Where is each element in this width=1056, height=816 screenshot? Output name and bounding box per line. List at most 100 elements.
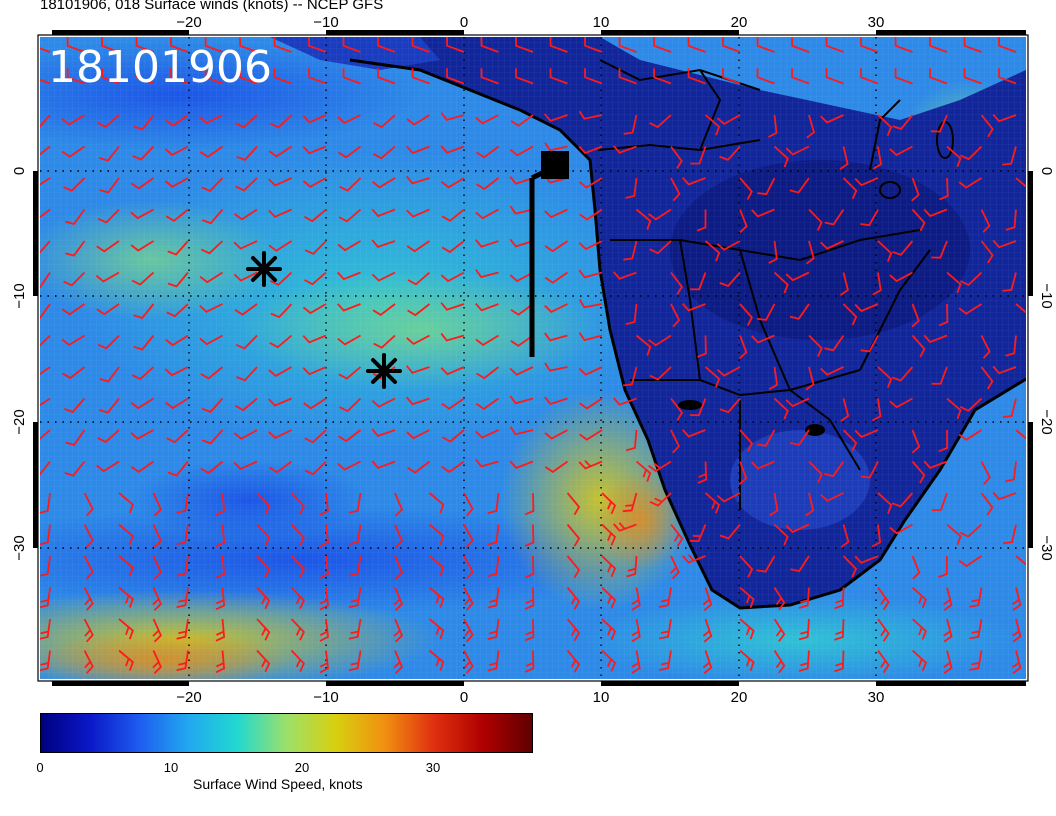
wind-barb <box>911 586 927 609</box>
wind-barb <box>544 142 568 152</box>
wind-barb <box>61 145 86 158</box>
wind-barb <box>618 37 637 53</box>
wind-barb <box>1011 650 1022 674</box>
wind-barb <box>773 523 789 546</box>
wind-barb <box>170 68 189 85</box>
wind-barb <box>785 271 810 282</box>
wind-barb <box>510 334 534 347</box>
wind-barb <box>510 303 534 316</box>
wind-barb <box>199 334 223 346</box>
wind-barb <box>773 397 789 420</box>
wind-barb <box>463 492 474 517</box>
wind-barb <box>923 460 948 469</box>
wind-barb <box>946 145 962 168</box>
wind-barb <box>524 618 535 642</box>
wind-barb <box>601 523 617 546</box>
wind-barb <box>132 145 155 161</box>
wind-barb <box>670 303 681 328</box>
wind-barb <box>273 68 292 85</box>
wind-barb <box>834 587 845 610</box>
wind-barb <box>911 649 927 672</box>
wind-barb <box>938 555 948 578</box>
wind-barb <box>722 37 741 53</box>
wind-barb <box>290 649 305 672</box>
wind-barb <box>441 460 465 473</box>
wind-barb <box>200 460 224 475</box>
wind-barb <box>83 650 94 674</box>
wind-barb <box>834 618 845 641</box>
wind-barb <box>789 303 810 320</box>
wind-barb <box>377 68 396 85</box>
wind-barb <box>234 303 258 316</box>
wind-barb <box>509 238 534 248</box>
wind-barb <box>871 398 882 422</box>
wind-barb <box>578 177 603 189</box>
wind-barb <box>394 492 404 517</box>
square-marker <box>541 151 569 179</box>
wind-barb <box>304 271 327 286</box>
wind-barb <box>96 240 120 253</box>
wind-barb <box>601 586 617 609</box>
wind-barb <box>756 555 776 573</box>
wind-barb <box>768 366 779 390</box>
wind-barb <box>268 177 292 187</box>
colorbar-tick-label: 0 <box>36 760 44 775</box>
wind-barb <box>877 618 890 642</box>
wind-barb <box>820 366 844 376</box>
wind-barb <box>682 554 706 564</box>
wind-barb <box>268 366 292 377</box>
wind-barb <box>215 555 226 579</box>
wind-barb <box>407 271 431 286</box>
wind-barb <box>1015 555 1026 576</box>
wind-barb <box>40 366 51 376</box>
wind-barb <box>394 555 404 580</box>
wind-barb <box>566 586 581 610</box>
wind-barb <box>371 271 396 282</box>
wind-barb <box>131 271 155 286</box>
wind-barb <box>440 112 465 121</box>
wind-barb <box>63 271 86 287</box>
wind-barb <box>1005 335 1017 357</box>
wind-barb <box>653 37 672 53</box>
wind-barb <box>785 397 810 408</box>
wind-barb <box>635 208 652 230</box>
wind-barb <box>959 397 983 412</box>
wind-barb <box>337 334 361 346</box>
wind-barb <box>40 524 51 546</box>
wind-barb <box>407 460 431 474</box>
wind-barb <box>199 145 224 158</box>
wind-barb <box>64 208 86 226</box>
wind-barb <box>1004 461 1017 483</box>
wind-barb <box>860 37 879 53</box>
wind-barb <box>524 650 535 673</box>
wind-barb <box>544 208 568 219</box>
wind-barb <box>716 366 741 377</box>
wind-barb <box>40 334 51 347</box>
wind-barb <box>337 271 361 281</box>
wind-barb <box>176 555 189 577</box>
wind-barb <box>566 523 581 547</box>
wind-barb <box>164 145 189 156</box>
wind-barb <box>176 524 189 546</box>
wind-barb <box>95 271 120 283</box>
wind-barb <box>739 177 753 200</box>
wind-barb <box>911 429 921 454</box>
wind-barb <box>722 68 741 85</box>
wind-barb <box>579 397 603 410</box>
wind-barb <box>509 176 534 185</box>
wind-barb <box>337 460 361 471</box>
wind-barb <box>626 555 638 578</box>
wind-barb <box>273 37 292 53</box>
wind-barb <box>751 334 775 344</box>
wind-barb <box>894 68 913 85</box>
wind-barb <box>877 240 893 262</box>
wind-barb <box>235 334 258 350</box>
wind-barb <box>958 177 982 189</box>
wind-barb <box>152 587 162 611</box>
wind-barb <box>1011 618 1022 643</box>
wind-barb <box>509 426 534 436</box>
wind-barb <box>342 68 361 85</box>
wind-barb <box>670 429 680 454</box>
wind-barb <box>820 492 844 502</box>
wind-barb <box>201 208 224 225</box>
